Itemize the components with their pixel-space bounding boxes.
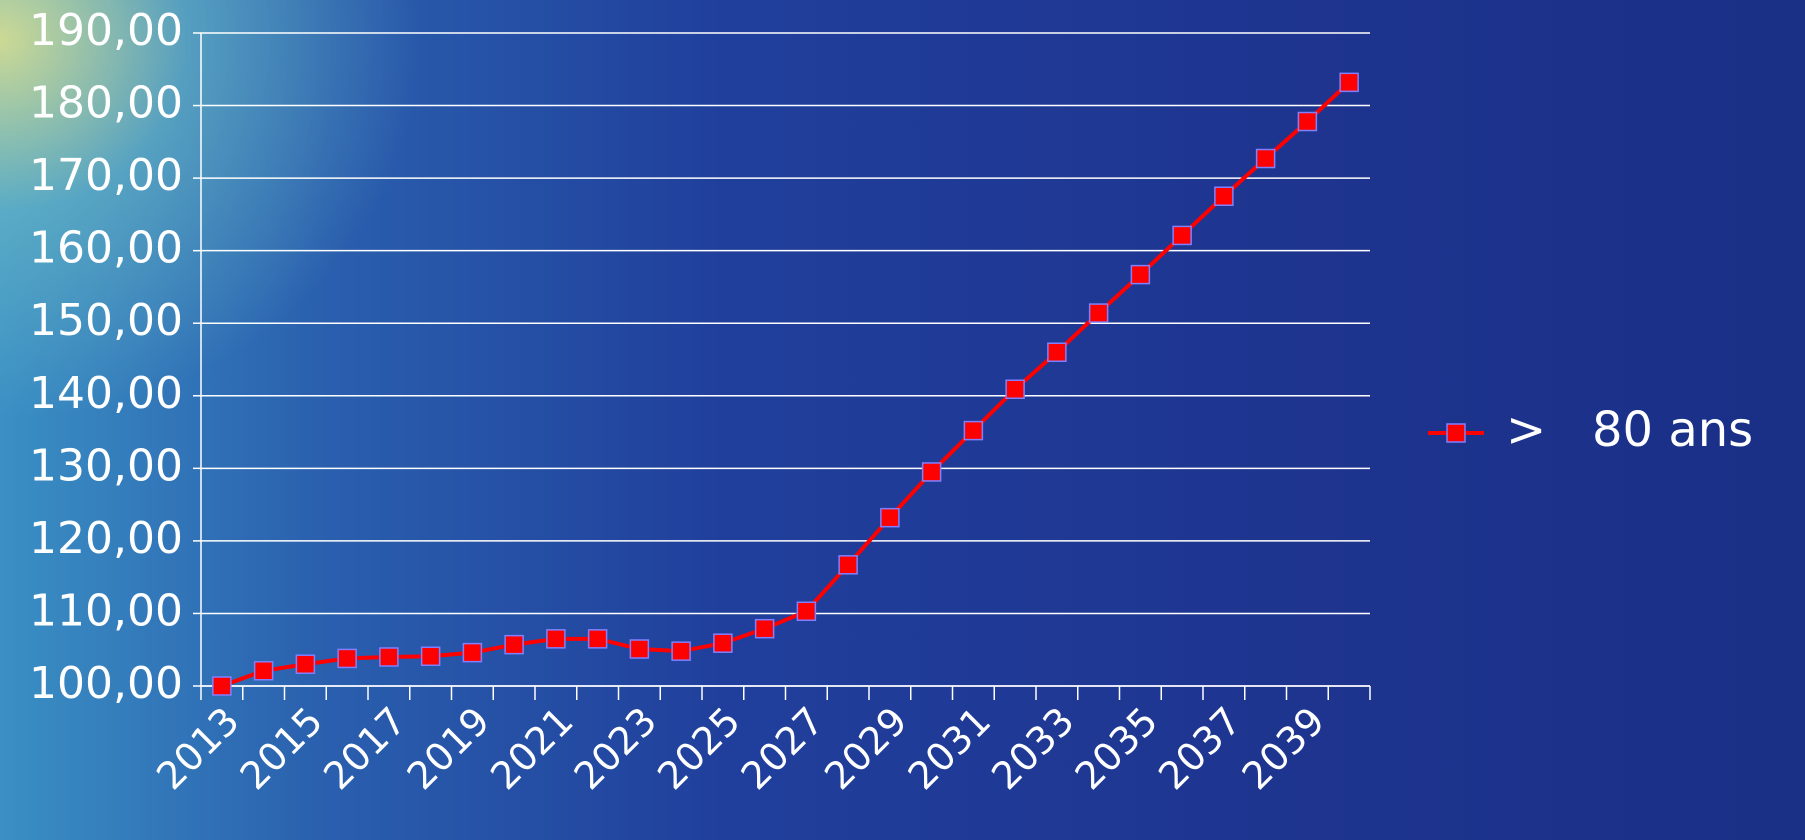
legend-label: > 80 ans xyxy=(1506,402,1753,458)
data-point xyxy=(629,639,650,659)
data-point xyxy=(671,641,691,661)
y-tick-label: 150,00 xyxy=(29,295,183,346)
data-point xyxy=(921,462,942,482)
data-point xyxy=(295,654,316,674)
data-point xyxy=(796,601,817,622)
data-point xyxy=(1297,111,1318,132)
data-point xyxy=(1339,72,1359,93)
data-point xyxy=(754,618,775,639)
series-line xyxy=(221,80,1351,688)
y-tick-label: 170,00 xyxy=(29,150,183,201)
y-tick-label: 100,00 xyxy=(29,658,183,709)
x-tick-label: 2025 xyxy=(649,699,749,799)
y-tick-label: 180,00 xyxy=(29,78,183,129)
legend-marker xyxy=(1446,423,1466,443)
x-tick-label: 2023 xyxy=(566,699,666,799)
data-point xyxy=(1130,264,1151,285)
data-point xyxy=(546,629,566,649)
data-point xyxy=(420,646,441,667)
data-point xyxy=(587,629,608,649)
data-point xyxy=(337,648,357,669)
y-tick-label: 120,00 xyxy=(29,513,183,564)
data-point xyxy=(963,420,984,441)
x-tick-label: 2015 xyxy=(232,699,332,799)
data-point xyxy=(713,633,733,653)
x-tick-label: 2039 xyxy=(1234,699,1334,799)
data-point xyxy=(253,661,274,681)
y-tick-label: 110,00 xyxy=(29,585,183,636)
x-tick-label: 2017 xyxy=(315,699,415,799)
data-point xyxy=(1088,303,1109,323)
data-point xyxy=(379,647,399,667)
y-tick-label: 130,00 xyxy=(29,440,183,491)
data-point xyxy=(1047,342,1067,362)
x-tick-label: 2029 xyxy=(816,699,916,799)
y-tick-label: 160,00 xyxy=(29,223,183,274)
x-tick-label: 2021 xyxy=(482,699,582,799)
x-tick-label: 2019 xyxy=(399,699,499,799)
x-tick-label: 2027 xyxy=(733,699,833,799)
data-point xyxy=(838,555,858,575)
x-tick-label: 2031 xyxy=(900,699,1000,799)
data-point xyxy=(1255,148,1276,169)
x-tick-label: 2033 xyxy=(983,699,1083,799)
data-point xyxy=(880,507,900,528)
x-tick-label: 2035 xyxy=(1067,699,1167,799)
data-point xyxy=(212,676,232,696)
x-tick-label: 2037 xyxy=(1150,699,1250,799)
data-point xyxy=(1005,379,1025,399)
y-tick-label: 190,00 xyxy=(29,5,183,56)
x-tick-label: 2013 xyxy=(148,699,248,799)
data-point xyxy=(1214,186,1234,206)
data-point xyxy=(1172,225,1192,246)
data-point xyxy=(504,634,524,655)
data-point xyxy=(462,642,483,663)
y-tick-label: 140,00 xyxy=(29,368,183,419)
